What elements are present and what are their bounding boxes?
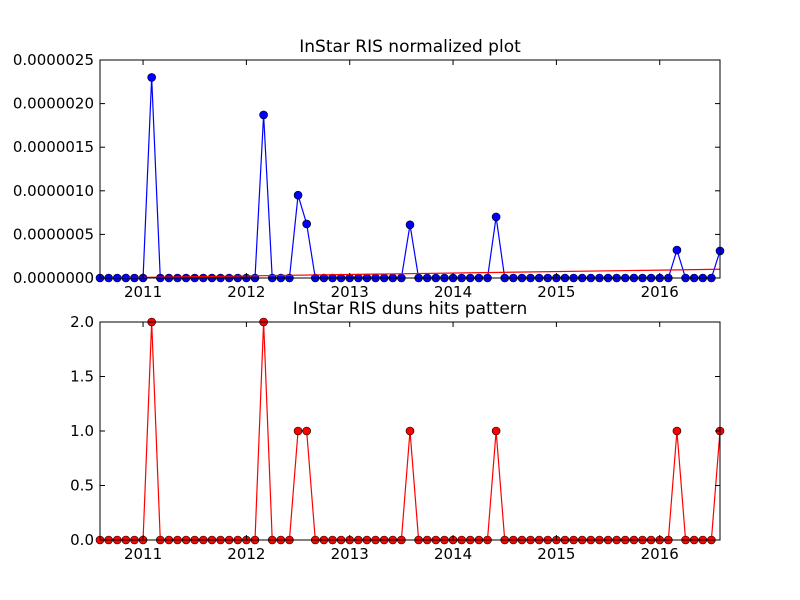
y-tick-label: 0.0000000	[13, 269, 94, 287]
data-point	[293, 190, 303, 200]
chart-title: InStar RIS duns hits pattern	[293, 299, 528, 319]
x-tick-label: 2014	[434, 545, 472, 563]
y-tick-label: 0.0000005	[13, 225, 94, 243]
x-tick-label: 2011	[124, 545, 162, 563]
x-tick-label: 2011	[124, 283, 162, 301]
x-tick-label: 2016	[641, 545, 679, 563]
y-tick-label: 1.5	[70, 368, 94, 386]
series-line	[100, 77, 721, 279]
x-tick-label: 2014	[434, 283, 472, 301]
data-point	[405, 220, 415, 230]
y-tick-label: 0.5	[70, 477, 94, 495]
y-tick-label: 0.0000015	[13, 138, 94, 156]
chart-title: InStar RIS normalized plot	[299, 37, 521, 57]
data-point	[302, 426, 311, 436]
data-point	[672, 426, 682, 436]
y-tick-label: 2.0	[70, 313, 94, 331]
y-tick-label: 0.0000010	[13, 182, 94, 200]
x-tick-label: 2015	[537, 545, 575, 563]
data-point	[259, 110, 268, 120]
x-tick-label: 2012	[227, 283, 265, 301]
subplot-1: InStar RIS normalized plot 0.0000000 0.000…	[13, 37, 725, 301]
x-tick-label: 2016	[641, 283, 679, 301]
x-tick-label: 2012	[227, 545, 265, 563]
x-tick-label: 2015	[537, 283, 575, 301]
y-tick-label: 0.0000020	[13, 95, 94, 113]
data-point	[147, 73, 156, 82]
plot-area	[95, 73, 725, 283]
plot-area	[95, 317, 725, 545]
x-tick-label: 2013	[331, 283, 369, 301]
trend-line	[99, 268, 721, 279]
data-point	[491, 426, 501, 436]
data-point	[491, 212, 501, 222]
data-point	[293, 426, 303, 436]
x-tick-label: 2013	[331, 545, 369, 563]
y-tick-label: 1.0	[70, 422, 94, 440]
subplot-2: InStar RIS duns hits pattern 0.0 0.5 1.0 1.5…	[70, 299, 725, 563]
axes-frame	[99, 59, 721, 279]
y-tick-label: 0.0000025	[13, 51, 94, 69]
data-point	[302, 219, 311, 229]
y-tick-label: 0.0	[70, 531, 94, 549]
data-point	[405, 426, 415, 436]
data-point	[672, 245, 682, 255]
